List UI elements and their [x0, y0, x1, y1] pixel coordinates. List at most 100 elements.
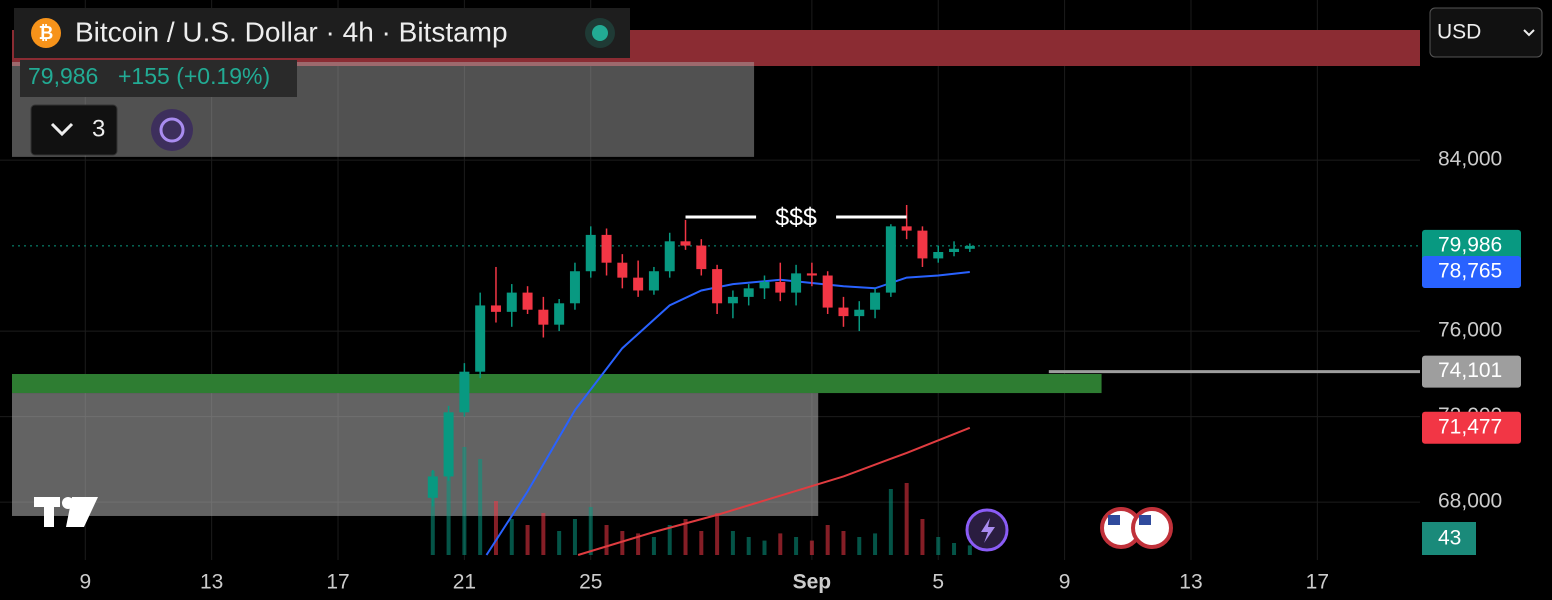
candle-body — [854, 309, 865, 317]
volume-bar — [778, 533, 783, 555]
candle-body — [569, 271, 580, 304]
flag — [1108, 515, 1120, 525]
candle-body — [554, 303, 565, 325]
price-label: 74,101 — [1438, 359, 1502, 382]
volume-bar — [588, 507, 593, 555]
candle-body — [885, 226, 896, 293]
volume-bar — [541, 513, 546, 555]
annotation-text: $$$ — [775, 204, 817, 232]
us-event[interactable] — [1131, 507, 1173, 549]
candle-body — [964, 245, 975, 249]
volume-bar — [841, 531, 846, 555]
x-tick-label: 5 — [932, 571, 944, 594]
candle-body — [917, 230, 928, 259]
candle-body — [712, 269, 723, 304]
candle-body — [648, 271, 659, 291]
candle-body — [696, 245, 707, 270]
candle-body — [838, 307, 849, 317]
bolt — [981, 518, 995, 543]
volume-bar — [746, 537, 751, 555]
x-tick-label: 25 — [579, 571, 602, 594]
candle-body — [791, 273, 802, 293]
moving-average — [577, 426, 971, 556]
candle-body — [459, 371, 470, 413]
volume-bar — [809, 540, 814, 555]
volume-bar — [904, 483, 909, 555]
candle-body — [538, 309, 549, 325]
candle-body — [901, 226, 912, 231]
price-label: 71,477 — [1438, 415, 1502, 438]
candle-body — [775, 281, 786, 293]
candle-body — [443, 412, 454, 477]
candle-body — [490, 305, 501, 312]
symbol-title: Bitcoin / U.S. Dollar · 4h · Bitstamp — [75, 16, 508, 47]
chevron — [50, 122, 74, 137]
tv-logo — [34, 497, 98, 527]
price-label-bg — [1422, 355, 1521, 388]
y-tick-label: 84,000 — [1438, 148, 1502, 171]
volume-bar — [715, 513, 720, 555]
candle-body — [822, 275, 833, 308]
candle-body — [601, 234, 612, 263]
candle-body — [933, 252, 944, 259]
volume-bar — [699, 531, 704, 555]
sync-button[interactable] — [151, 109, 193, 151]
volume-bar — [667, 525, 672, 555]
indicators-toggle[interactable] — [30, 104, 118, 156]
plot: 913172125Sep59131784,00076,00072,00068,0… — [0, 0, 1521, 594]
currency-select[interactable] — [1429, 7, 1543, 58]
volume-bar — [636, 533, 641, 555]
volume-bar — [493, 501, 498, 555]
volume-bar — [794, 537, 799, 555]
candle-body — [664, 241, 675, 272]
candle-body — [475, 305, 486, 372]
volume-bar — [446, 441, 451, 555]
volume-bar — [572, 519, 577, 555]
candle-body — [870, 292, 881, 310]
volume-bar — [651, 537, 656, 555]
btc-icon — [31, 18, 61, 48]
volume-bar — [525, 525, 530, 555]
price-bg — [20, 60, 297, 97]
price-label: 78,765 — [1438, 260, 1502, 283]
volume-bar — [952, 543, 957, 555]
candle-body — [522, 292, 533, 310]
volume-bar — [557, 531, 562, 555]
candle-body — [585, 234, 596, 272]
x-tick-label: 17 — [1306, 571, 1329, 594]
btc-symbol: ₿ — [39, 23, 54, 43]
candle-body — [617, 262, 628, 278]
x-tick-label: 9 — [79, 571, 91, 594]
select-arrow — [1523, 29, 1535, 37]
volume-bar — [730, 531, 735, 555]
volume-bar — [873, 533, 878, 555]
volume-label-bg — [1422, 522, 1476, 555]
title-bg — [14, 8, 630, 58]
flag — [1139, 515, 1151, 525]
volume-bar — [478, 459, 483, 555]
volume-bar — [683, 519, 688, 555]
zone — [12, 393, 819, 516]
x-tick-label: 13 — [1179, 571, 1202, 594]
x-tick-label: Sep — [793, 571, 832, 594]
candle-body — [727, 296, 738, 304]
y-tick-label: 68,000 — [1438, 490, 1502, 513]
volume-bar — [762, 540, 767, 555]
volume-bar — [825, 525, 830, 555]
price-label-bg — [1422, 255, 1521, 288]
volume-bar — [936, 537, 941, 555]
hud: ₿ Bitcoin / U.S. Dollar · 4h · Bitstamp … — [14, 7, 1543, 555]
candle-body — [427, 476, 438, 498]
price-label: 79,986 — [1438, 233, 1502, 256]
candle-body — [949, 248, 960, 252]
change: +155 (+0.19%) — [118, 63, 270, 89]
volume-bar — [462, 447, 467, 555]
volume-bar — [857, 537, 862, 555]
volume-bar — [509, 519, 514, 555]
candle-body — [743, 288, 754, 297]
volume-bar — [888, 489, 893, 555]
price-label-bg — [1422, 411, 1521, 444]
last-price: 79,986 — [28, 63, 98, 89]
currency: USD — [1437, 21, 1481, 44]
